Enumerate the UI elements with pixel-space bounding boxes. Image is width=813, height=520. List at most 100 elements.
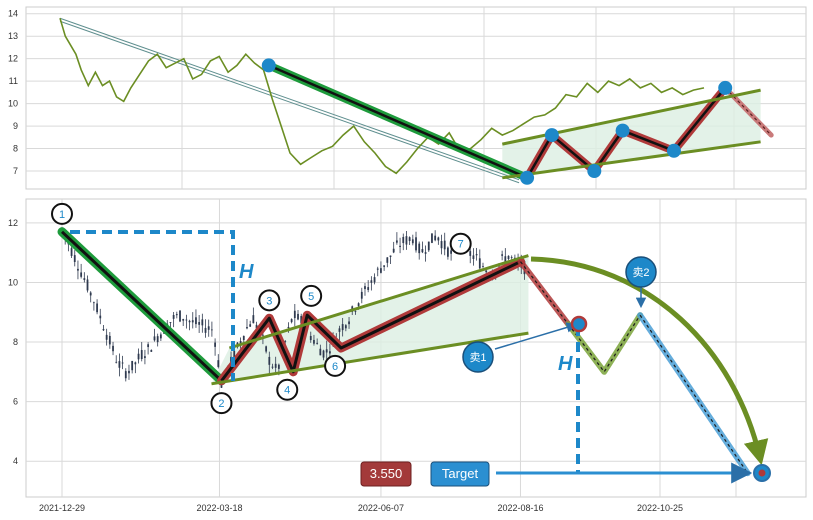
bottom-annotations: H H 卖1 卖2 3.550 Targe [70, 230, 771, 487]
top-y-tick-label: 9 [13, 121, 18, 131]
bottom-projection-core [520, 261, 569, 325]
h-label-left: H [239, 261, 254, 283]
candle-body [399, 245, 401, 247]
top-price-panel: 7 8 9 10 11 12 13 14 [8, 6, 807, 190]
marker-circle [276, 378, 299, 401]
candle-body [427, 241, 430, 251]
bottom-x-tick-label: 2022-10-25 [637, 503, 683, 513]
bottom-pattern-core [220, 260, 522, 382]
bottom-trend-line [228, 254, 529, 350]
candle-body [360, 291, 363, 299]
top-pivot-point [587, 164, 602, 179]
candle-body [373, 277, 376, 283]
candle-body [402, 236, 405, 244]
candle-body [118, 361, 121, 368]
sell-1-pointer [494, 322, 578, 350]
bottom-y-tick-label: 4 [13, 456, 18, 466]
candle-body [325, 349, 328, 353]
marker-label: 3 [266, 295, 272, 307]
candle-body [239, 341, 242, 345]
candle-body [182, 319, 185, 321]
candle-body [121, 362, 124, 364]
candle-body [201, 319, 204, 326]
candle-body [131, 360, 134, 371]
top-trend-line [502, 140, 761, 180]
candle-body [150, 350, 153, 352]
candle-body [249, 324, 252, 327]
candle-body [300, 315, 303, 324]
candle-body [77, 268, 79, 271]
candle-body [217, 360, 220, 367]
marker-7: 7 [449, 232, 472, 255]
candle-body [210, 329, 213, 331]
candle-body [478, 258, 481, 269]
top-pivot-point [520, 170, 535, 185]
candle-body [128, 370, 130, 374]
candle-body [431, 233, 433, 243]
candle-body [274, 363, 277, 368]
top-guide-line [59, 20, 520, 184]
numbered-markers: 1 2 3 4 5 6 7 [51, 202, 472, 415]
candle-body [124, 371, 127, 379]
marker-circle [300, 284, 323, 307]
candle-body [341, 324, 344, 331]
candle-body [424, 252, 427, 254]
candle-body [287, 326, 290, 329]
candle-body [440, 241, 443, 249]
marker-4: 4 [276, 378, 299, 401]
candle-body [233, 350, 236, 360]
candle-body [265, 346, 268, 352]
forecast-arc [530, 256, 769, 466]
candle-body [316, 342, 319, 344]
candle-body [204, 327, 207, 333]
candle-body [188, 320, 191, 323]
candle-body [322, 350, 325, 358]
candle-body [89, 292, 92, 296]
candle-body [198, 322, 201, 325]
candle-body [510, 257, 513, 258]
top-price-line [59, 17, 705, 175]
candle-body [376, 268, 379, 270]
bottom-x-tick-label: 2022-06-07 [358, 503, 404, 513]
sell-1-target-dot [570, 315, 588, 333]
marker-5: 5 [300, 284, 323, 307]
candle-body [411, 239, 414, 244]
candle-body [102, 329, 105, 331]
candle-body [268, 356, 271, 365]
candle-body [364, 286, 366, 290]
candle-body [501, 254, 504, 256]
sell-2-label: 卖2 [632, 266, 649, 279]
h-label-right: H [558, 353, 573, 375]
bottom-y-tick-label: 12 [8, 218, 18, 228]
candle-body [96, 303, 98, 313]
top-pivot-points [261, 58, 733, 185]
candle-body [344, 325, 347, 329]
marker-circle [51, 202, 73, 225]
candle-body [159, 334, 162, 339]
candle-body [242, 335, 245, 341]
candle-body [418, 243, 421, 254]
candle-body [319, 348, 322, 356]
bottom-x-tick-label: 2022-08-16 [497, 503, 543, 513]
candle-body [507, 255, 510, 259]
marker-circle [449, 232, 472, 255]
candle-body [144, 356, 146, 358]
candle-body [408, 237, 411, 242]
candle-body [80, 272, 83, 277]
candle-body [140, 350, 143, 359]
marker-label: 7 [458, 239, 464, 251]
top-pivot-point [666, 143, 681, 158]
candle-body [348, 321, 350, 325]
candle-body [147, 344, 150, 348]
marker-label: 2 [218, 398, 224, 410]
marker-label: 6 [332, 361, 338, 373]
candle-body [271, 366, 274, 368]
marker-label: 5 [308, 291, 314, 303]
candle-body [99, 315, 102, 319]
candle-body [92, 302, 95, 304]
bottom-x-tick-labels: 2021-12-29 2022-03-18 2022-06-07 2022-08-16… [39, 503, 683, 513]
candle-body [329, 351, 331, 354]
candle-body [172, 314, 175, 319]
